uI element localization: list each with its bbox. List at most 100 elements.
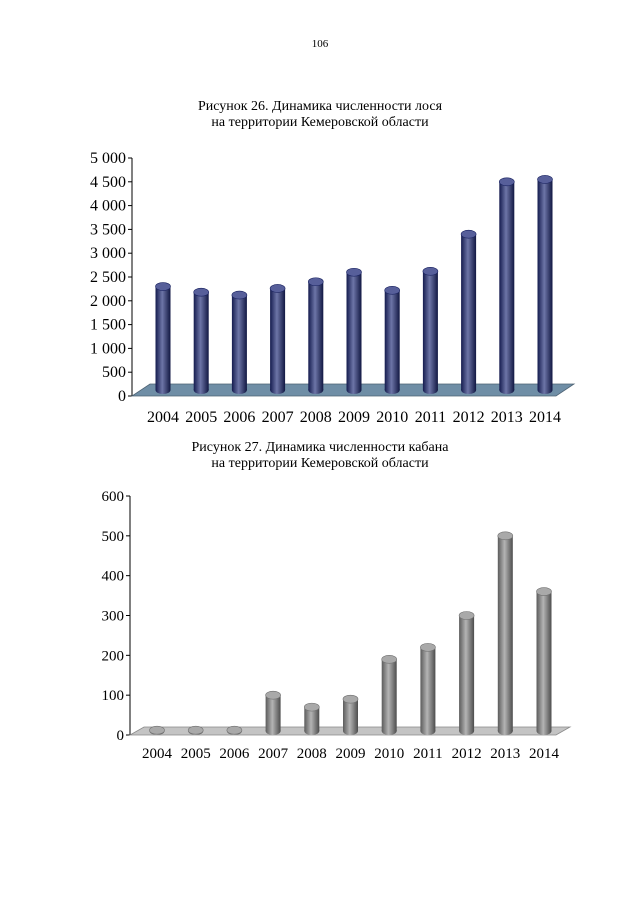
bar-cap [231,290,248,300]
bar-base [459,727,475,735]
x-tick-label: 2007 [258,746,289,762]
bar [303,702,320,735]
x-tick-label: 2005 [185,409,217,426]
bar-base [420,727,436,735]
bar [231,290,248,394]
bar [193,287,209,394]
bar-base [461,386,477,394]
bar [149,725,165,735]
bar-body [420,647,436,731]
bar-body [459,615,475,731]
x-tick-label: 2007 [262,409,294,426]
y-tick-label: 2 000 [90,293,126,310]
bar [187,725,204,735]
bar-cap [187,725,204,735]
chart-2-title-line-1: Рисунок 27. Динамика численности кабана [191,440,449,455]
x-tick-label: 2010 [376,409,408,426]
x-tick-label: 2005 [181,746,211,762]
x-tick-label: 2013 [490,746,520,762]
bar-cap [420,643,436,652]
y-tick-label: 3 500 [90,221,126,238]
bar-body [384,290,400,390]
chart-1-title-line-2: на территории Кемеровской области [211,115,429,130]
x-tick-label: 2006 [219,746,250,762]
boar-population-chart: 0 100 200 300 400 500 600 2004 2005 2006 2007 2008 2… [102,489,572,762]
bar-cap [498,177,515,187]
bar-cap [226,725,243,735]
x-tick-label: 2011 [413,746,442,762]
bar-base [384,386,400,394]
x-tick-label: 2008 [297,746,327,762]
bar-cap [460,229,477,239]
bar-body [308,281,324,390]
bar-cap [269,284,286,293]
chart-1-title-line-1: Рисунок 26. Динамика численности лося [197,99,443,114]
x-tick-label: 2011 [415,409,446,426]
bar [497,531,514,735]
x-tick-label: 2006 [223,409,255,426]
bar-cap [307,277,324,287]
bar-cap [149,725,165,735]
bar-body [381,659,397,731]
y-tick-label: 100 [102,688,125,704]
bar-cap [537,175,553,184]
bar-base [270,386,286,394]
bar [346,267,362,394]
bar-body [270,288,286,390]
bar [420,643,436,735]
bar-base [265,727,281,735]
bar-body [304,707,320,731]
y-tick-label: 0 [117,728,125,744]
bar-body [265,695,281,731]
bar-base [343,727,358,735]
bar-body [536,591,552,731]
bar-base [308,386,324,394]
chart-2-title: Рисунок 27. Динамика численности кабана … [0,440,640,472]
chart-1-title: Рисунок 26. Динамика численности лося на… [0,99,640,131]
bar-cap [384,286,401,295]
moose-population-chart: 0 500 1 000 1 500 2 000 2 500 3 000 3 500 4 000 4… [90,150,576,426]
x-tick-label: 2014 [529,746,560,762]
bar-body [461,234,477,390]
x-tick-label: 2004 [142,746,173,762]
x-tick-label: 2004 [147,409,179,426]
bar-base [497,727,513,735]
y-tick-label: 2 500 [90,269,126,286]
bar [342,694,359,735]
y-tick-label: 600 [102,489,125,505]
bar-base [155,386,171,394]
bar [536,587,552,735]
bar [460,229,477,394]
bar-body [422,271,438,390]
bar [265,690,281,735]
x-tick-label: 2008 [300,409,332,426]
bar [307,277,324,394]
y-tick-label: 400 [102,569,125,585]
bar [226,725,243,735]
bar-base [231,386,247,394]
bar [155,282,171,394]
bar-cap [422,266,439,276]
y-tick-label: 500 [102,529,125,545]
bar-cap [381,655,398,664]
x-tick-label: 2012 [452,746,482,762]
bar-cap [346,267,362,277]
bar-cap [155,282,171,291]
x-tick-label: 2012 [453,409,485,426]
bar-body [155,286,171,390]
bar-body [537,179,553,390]
chart-2-title-line-2: на территории Кемеровской области [211,456,429,471]
y-tick-label: 4 500 [90,174,126,191]
page-number: 106 [311,38,329,50]
y-tick-label: 1 500 [90,317,126,334]
bar-body [497,535,513,731]
bar-base [193,386,209,394]
y-tick-label: 0 [118,388,126,405]
bar-base [499,386,515,394]
y-tick-label: 1 000 [90,340,126,357]
bar-cap [497,531,514,541]
bar-cap [536,587,552,596]
x-tick-label: 2014 [529,409,561,426]
bar-base [422,386,438,394]
x-tick-label: 2010 [374,746,404,762]
